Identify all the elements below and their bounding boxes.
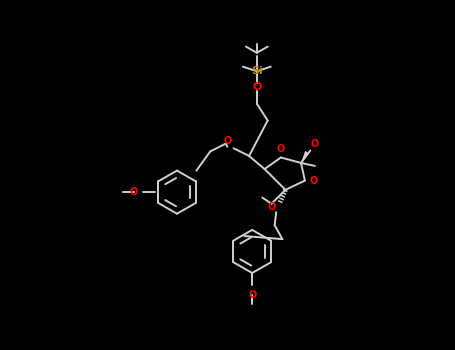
Text: Si: Si — [251, 66, 263, 76]
Text: O: O — [252, 82, 262, 92]
Text: O: O — [130, 187, 138, 197]
Text: O: O — [248, 290, 256, 300]
Text: O: O — [309, 176, 318, 186]
Text: O: O — [277, 145, 285, 154]
Text: O: O — [268, 202, 276, 212]
Text: O: O — [223, 136, 231, 146]
Text: O: O — [310, 139, 318, 149]
Polygon shape — [301, 151, 309, 163]
